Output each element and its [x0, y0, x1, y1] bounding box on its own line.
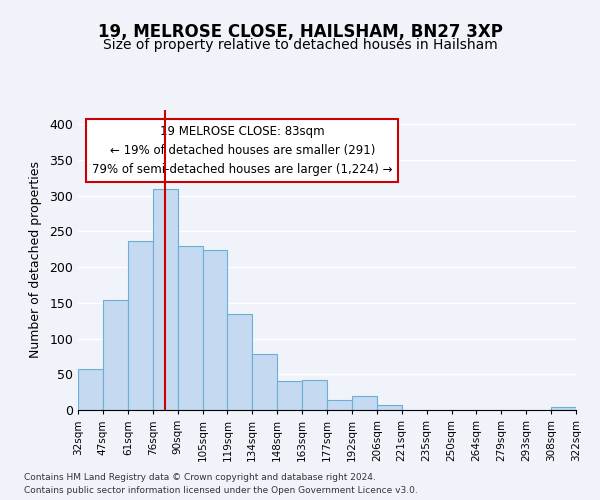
Text: Contains public sector information licensed under the Open Government Licence v3: Contains public sector information licen…: [24, 486, 418, 495]
Text: 19, MELROSE CLOSE, HAILSHAM, BN27 3XP: 19, MELROSE CLOSE, HAILSHAM, BN27 3XP: [98, 22, 502, 40]
Bar: [152, 188, 178, 410]
Bar: [227, 314, 253, 410]
Bar: [551, 407, 576, 410]
Text: 19 MELROSE CLOSE: 83sqm
← 19% of detached houses are smaller (291)
79% of semi-d: 19 MELROSE CLOSE: 83sqm ← 19% of detache…: [92, 125, 392, 176]
Bar: [327, 400, 352, 410]
Bar: [78, 370, 103, 410]
Bar: [352, 396, 377, 410]
Text: Size of property relative to detached houses in Hailsham: Size of property relative to detached ho…: [103, 38, 497, 52]
Bar: [253, 354, 277, 410]
Bar: [203, 250, 227, 410]
Bar: [377, 405, 402, 410]
Bar: [103, 300, 128, 410]
Bar: [277, 380, 302, 410]
Bar: [178, 246, 203, 410]
Bar: [302, 380, 327, 410]
Text: Contains HM Land Registry data © Crown copyright and database right 2024.: Contains HM Land Registry data © Crown c…: [24, 474, 376, 482]
Y-axis label: Number of detached properties: Number of detached properties: [29, 162, 43, 358]
Bar: [128, 240, 153, 410]
